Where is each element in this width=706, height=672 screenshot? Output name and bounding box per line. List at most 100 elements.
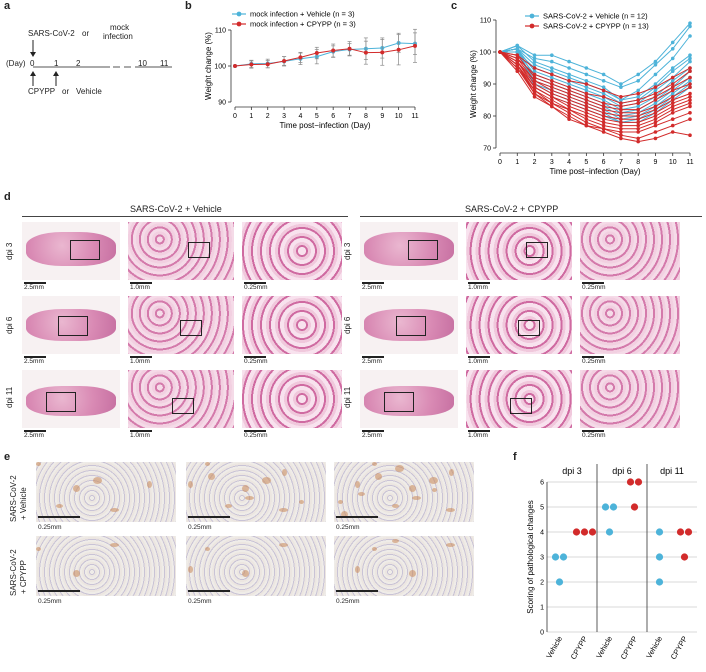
data-point [619, 101, 623, 105]
score-point [580, 528, 589, 536]
data-point [532, 82, 537, 86]
data-point [265, 62, 270, 67]
scale-bar [130, 430, 152, 432]
legend-label: mock infection + Vehicle (n = 3) [250, 10, 355, 19]
brown-stain-spot [279, 543, 288, 547]
data-point [688, 79, 692, 83]
category-label: CPYPP [619, 635, 640, 662]
data-point [532, 53, 537, 57]
data-point [670, 88, 675, 93]
data-point [653, 136, 658, 141]
data-point [619, 123, 623, 128]
score-point [655, 528, 664, 536]
x-tick-label: 11 [411, 113, 418, 120]
he-stain [128, 370, 234, 428]
data-point [688, 34, 692, 38]
data-point [601, 91, 606, 96]
legend-label: mock infection + CPYPP (n = 3) [250, 20, 356, 29]
panel-label-a: a [4, 0, 11, 12]
he-stain [580, 296, 680, 354]
score-point [572, 528, 581, 536]
brown-stain-spot [341, 511, 348, 518]
series-line [499, 51, 691, 130]
scale-bar [468, 356, 490, 358]
y-tick-label: 4 [540, 530, 544, 537]
data-point [584, 91, 589, 96]
data-point [653, 59, 658, 64]
data-point [636, 111, 640, 115]
data-point [601, 130, 606, 134]
data-point [515, 69, 520, 73]
or-label: or [82, 29, 90, 38]
data-point [653, 130, 658, 134]
data-point [619, 130, 623, 134]
data-point [550, 95, 554, 99]
data-point [636, 101, 640, 105]
data-point [532, 95, 537, 99]
vehicle-header: SARS-CoV-2 + Vehicle [130, 204, 222, 214]
data-point [653, 95, 658, 99]
data-point [619, 133, 623, 137]
brown-stain-spot [36, 462, 41, 466]
vehicle-label: Vehicle [76, 87, 102, 96]
x-tick-label: 4 [567, 159, 571, 166]
day-label: (Day) [6, 59, 26, 68]
histology-tile [242, 222, 342, 280]
y-axis-label: Scoring of pathological changes [526, 500, 535, 613]
data-point [619, 98, 623, 102]
category-label: CPYPP [669, 635, 690, 662]
data-point [550, 53, 554, 57]
data-point [688, 91, 692, 96]
brown-stain-spot [372, 547, 377, 551]
brown-stain-spot [446, 508, 455, 512]
scale-label: 1.0mm [130, 432, 150, 439]
y-tick-label: 110 [480, 18, 491, 25]
data-point [636, 123, 640, 128]
panel-label-c: c [451, 0, 458, 12]
brown-stain-spot [409, 570, 416, 577]
data-point [619, 82, 623, 86]
data-point [567, 101, 571, 105]
he-stain [466, 370, 572, 428]
brown-stain-spot [432, 488, 437, 492]
data-point [636, 139, 640, 144]
mock-label: mock [110, 23, 130, 32]
group-label: dpi 6 [612, 466, 632, 476]
brown-stain-spot [299, 500, 304, 504]
data-point [584, 120, 589, 125]
row-label: dpi 3 [5, 242, 14, 260]
data-point [653, 101, 658, 105]
scale-label: 0.25mm [582, 284, 606, 291]
data-point [567, 91, 571, 96]
data-point [413, 43, 417, 48]
he-stain [466, 222, 572, 280]
data-point [584, 95, 589, 99]
zoom-box [384, 392, 414, 412]
series-line [499, 51, 691, 107]
data-point [584, 88, 589, 93]
series-line [499, 35, 691, 101]
data-point [515, 66, 520, 70]
data-point [653, 104, 658, 109]
scale-bar [130, 356, 152, 358]
category-label: CPYPP [569, 635, 590, 662]
cpypp-header-rule [360, 216, 702, 217]
scale-bar [336, 516, 378, 518]
scale-bar [362, 356, 384, 358]
legend-swatch-dot [529, 13, 535, 19]
zoom-box [58, 316, 88, 336]
data-point [619, 114, 623, 118]
data-point [670, 40, 675, 45]
data-point [584, 82, 589, 86]
day-11: 11 [160, 59, 169, 68]
histology-tile [22, 370, 120, 428]
brown-stain-spot [395, 465, 404, 472]
score-point [655, 578, 664, 586]
data-point [653, 82, 658, 86]
data-point [584, 66, 589, 70]
scale-label: 1.0mm [130, 284, 150, 291]
x-tick-label: 5 [315, 113, 319, 120]
data-point [670, 56, 675, 61]
data-point [653, 111, 658, 115]
